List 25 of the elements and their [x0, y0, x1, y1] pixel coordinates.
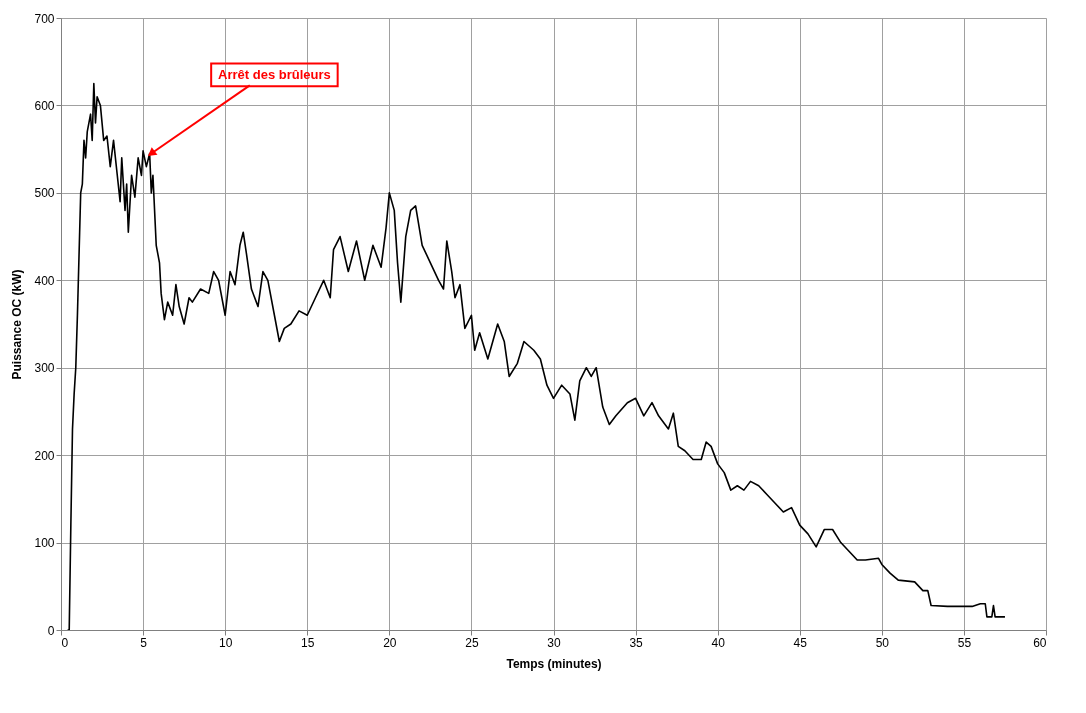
- y-tick-label: 300: [34, 361, 55, 376]
- y-axis-title: Puissance OC (kW): [10, 269, 25, 380]
- x-tick-label: 45: [793, 635, 808, 650]
- y-tick-label: 200: [34, 448, 55, 463]
- x-tick-label: 15: [301, 635, 315, 650]
- x-tick-label: 5: [140, 635, 148, 650]
- x-tick-label: 35: [629, 635, 644, 650]
- x-tick-label: 0: [61, 635, 69, 650]
- y-tick-label: 400: [34, 273, 55, 288]
- y-tick-label: 500: [34, 186, 55, 201]
- y-tick-label: 700: [34, 11, 55, 26]
- y-tick-label: 600: [34, 98, 55, 113]
- annotation: Arrêt des brûleurs: [218, 66, 331, 82]
- y-tick-label: 100: [34, 536, 55, 551]
- x-tick-label: 55: [957, 635, 972, 650]
- y-tick-label: 0: [47, 623, 55, 638]
- x-tick-label: 60: [1033, 635, 1047, 650]
- x-tick-label: 50: [875, 635, 890, 650]
- x-tick-label: 10: [218, 635, 233, 650]
- x-axis-title: Temps (minutes): [506, 656, 602, 671]
- x-tick-label: 40: [711, 635, 726, 650]
- x-tick-label: 30: [547, 635, 561, 650]
- x-tick-label: 25: [465, 635, 479, 650]
- line-series: [66, 82, 1006, 630]
- x-tick-label: 20: [383, 635, 397, 650]
